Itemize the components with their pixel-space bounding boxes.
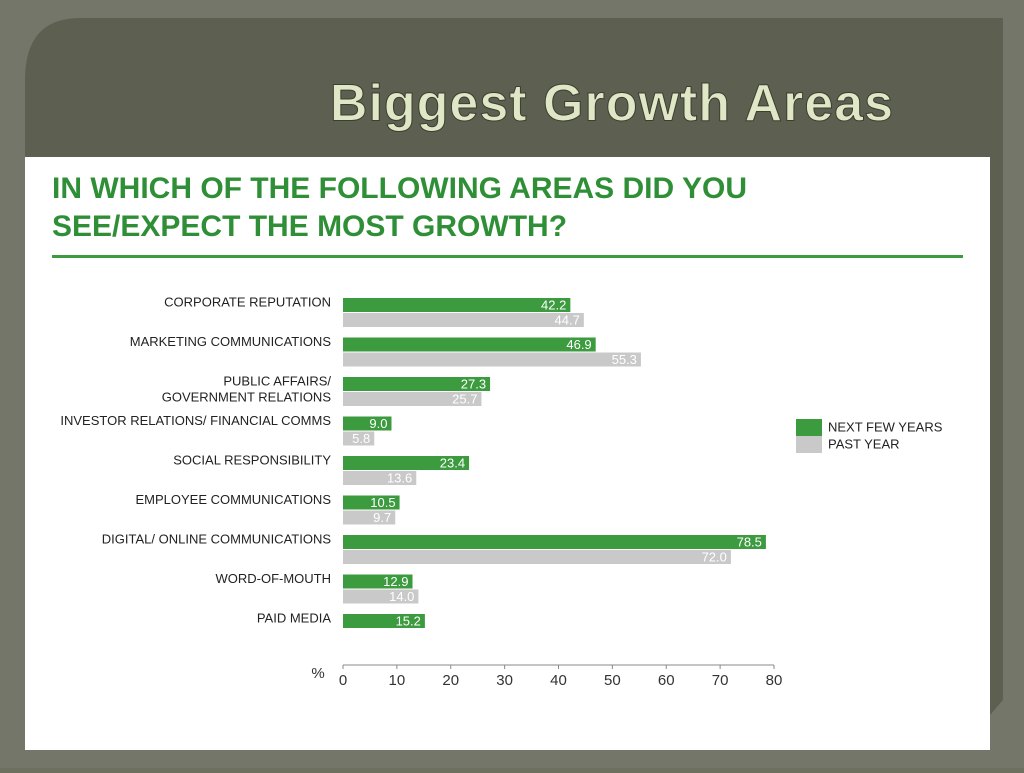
bar	[343, 535, 766, 549]
legend-label: NEXT FEW YEARS	[828, 419, 943, 434]
legend-label: PAST YEAR	[828, 436, 900, 451]
bar	[343, 574, 413, 589]
value-label: 15.2	[396, 613, 421, 628]
value-label: 55.3	[612, 352, 637, 367]
category-label: MARKETING COMMUNICATIONS	[130, 334, 332, 349]
x-tick-label: 10	[389, 672, 406, 689]
value-label: 72.0	[702, 549, 727, 564]
category-label: GOVERNMENT RELATIONS	[162, 389, 332, 404]
category-label: DIGITAL/ ONLINE COMMUNICATIONS	[102, 531, 332, 546]
value-label: 23.4	[440, 455, 465, 470]
x-tick-label: 30	[496, 672, 513, 689]
chart-title: IN WHICH OF THE FOLLOWING AREAS DID YOU	[52, 172, 747, 205]
category-label: WORD-OF-MOUTH	[215, 571, 331, 586]
bar	[343, 416, 392, 431]
value-label: 78.5	[737, 534, 762, 549]
chart-title: SEE/EXPECT THE MOST GROWTH?	[52, 210, 567, 243]
bar	[343, 298, 571, 312]
x-tick-label: 70	[712, 672, 729, 689]
category-label: INVESTOR RELATIONS/ FINANCIAL COMMS	[60, 413, 331, 428]
bar	[343, 550, 731, 564]
bar	[343, 614, 425, 628]
bar	[343, 392, 482, 406]
x-tick-label: 40	[550, 672, 567, 689]
x-tick-label: 80	[766, 672, 783, 689]
category-label: CORPORATE REPUTATION	[164, 294, 331, 309]
category-label: SOCIAL RESPONSIBILITY	[173, 452, 331, 467]
x-tick-label: 60	[658, 672, 675, 689]
value-label: 44.7	[555, 312, 580, 327]
bar	[343, 352, 641, 367]
bar	[343, 337, 596, 352]
slide-title: Biggest Growth Areas	[330, 75, 894, 133]
value-label: 14.0	[389, 589, 414, 604]
value-label: 12.9	[383, 574, 408, 589]
legend-swatch	[796, 419, 822, 436]
value-label: 9.7	[373, 510, 391, 525]
value-label: 27.3	[461, 376, 486, 391]
value-label: 10.5	[370, 495, 395, 510]
value-label: 9.0	[369, 416, 387, 431]
x-axis-label: %	[311, 665, 324, 682]
bar	[343, 495, 400, 510]
category-label: PAID MEDIA	[257, 610, 331, 625]
value-label: 25.7	[452, 391, 477, 406]
category-label: EMPLOYEE COMMUNICATIONS	[135, 492, 331, 507]
x-tick-label: 50	[604, 672, 621, 689]
bar	[343, 377, 491, 391]
bar	[343, 589, 419, 604]
title-rule	[52, 255, 963, 258]
value-label: 13.6	[387, 470, 412, 485]
legend-swatch	[796, 436, 822, 453]
bar	[343, 456, 470, 470]
x-tick-label: 0	[339, 672, 347, 689]
value-label: 42.2	[541, 297, 566, 312]
bar	[343, 313, 584, 327]
content-panel	[25, 157, 990, 750]
bar	[343, 510, 396, 525]
value-label: 46.9	[566, 337, 591, 352]
x-tick-label: 20	[442, 672, 459, 689]
header-band	[25, 18, 1003, 715]
bar	[343, 431, 375, 446]
value-label: 5.8	[352, 431, 370, 446]
category-label: PUBLIC AFFAIRS/	[223, 373, 331, 388]
bar	[343, 471, 417, 485]
